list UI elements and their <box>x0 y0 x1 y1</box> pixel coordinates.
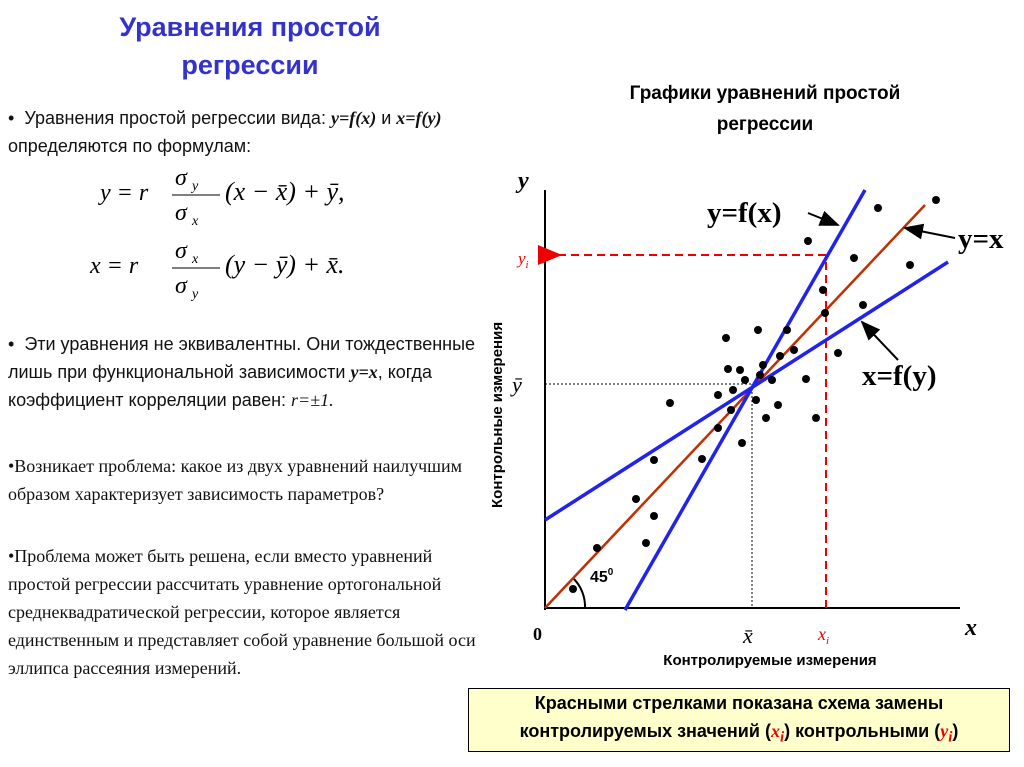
diagram: y x 0 yi xi ȳ x̄ 450 y=f(x) y=x x=f(y) К… <box>489 168 1004 669</box>
y-axis-label: y <box>515 168 529 194</box>
title: Уравнения простой регрессии <box>119 12 381 80</box>
text: 45 <box>590 569 608 586</box>
formula-num: σ <box>175 165 188 191</box>
text: определяются по формулам: <box>8 136 252 156</box>
text: y=x <box>350 362 378 382</box>
sub: i <box>948 729 953 746</box>
y-title: Контрольные измерения <box>489 322 506 508</box>
sub: x <box>191 252 199 267</box>
text: x <box>770 721 780 741</box>
line-label: x=f(y) <box>862 360 937 392</box>
angle-arc <box>572 577 587 609</box>
sub: i <box>826 635 829 647</box>
paragraph: •Возникает проблема: какое из двух уравн… <box>8 456 463 504</box>
pointer <box>903 223 956 240</box>
formula-den: σ <box>175 200 188 226</box>
formula-den: σ <box>175 273 188 299</box>
line-label: y=x <box>958 223 1004 255</box>
text: y <box>940 721 949 741</box>
sup: 0 <box>608 567 614 578</box>
text: x <box>817 624 826 644</box>
text: ) <box>952 721 959 741</box>
sub: x <box>191 214 199 229</box>
yi-label: yi <box>516 249 529 271</box>
paragraph: •Проблема может быть решена, если вместо… <box>8 546 476 678</box>
diagram-title: Графики уравнений простой регрессии <box>629 83 901 135</box>
pointer <box>860 320 899 361</box>
line-y-on-x <box>623 189 867 611</box>
x-title: Контролируемые измерения <box>663 652 876 669</box>
formula-lhs: x = r <box>89 253 139 279</box>
pointer <box>807 210 840 226</box>
angle-label: 450 <box>590 567 614 586</box>
sub: i <box>526 259 529 271</box>
paragraph: • Уравнения простой регрессии вида: y=f(… <box>8 108 442 156</box>
text: , когда коэффициент корреляции равен: <box>8 362 433 410</box>
points <box>569 196 940 593</box>
xbar-label: x̄ <box>742 623 753 648</box>
text: Эти уравнения не эквивалентны. Они тожде… <box>8 334 476 382</box>
sub: i <box>779 729 785 746</box>
text: Уравнения простой регрессии вида: <box>24 108 331 128</box>
formula-num: σ <box>175 238 188 264</box>
text: y=f(x) <box>330 108 377 128</box>
paragraph: • Эти уравнения не эквивалентны. Они тож… <box>8 334 476 410</box>
text: x=f(y) <box>396 108 442 128</box>
line-label: y=f(x) <box>707 197 782 229</box>
ybar-label: ȳ <box>510 372 523 397</box>
xi-label: xi <box>817 624 829 647</box>
origin-label: 0 <box>533 624 542 644</box>
text: и <box>376 108 397 128</box>
line-x-on-y <box>544 260 949 522</box>
sub: y <box>190 179 199 194</box>
text: r=±1. <box>291 390 334 410</box>
text: ) контрольными ( <box>784 721 941 741</box>
text: Красными стрелками показана схема замены… <box>519 693 944 741</box>
formula-lhs: y = r <box>98 180 149 206</box>
line-y-equals-x <box>544 204 926 609</box>
x-axis-label: x <box>964 615 977 641</box>
caption: Красными стрелками показана схема замены… <box>468 688 1010 752</box>
formula-rest: (y − ȳ) + x̄. <box>225 250 345 279</box>
sub: y <box>190 287 199 302</box>
text: y <box>516 249 526 268</box>
formula-rest: (x − x̄) + ȳ, <box>225 177 345 206</box>
